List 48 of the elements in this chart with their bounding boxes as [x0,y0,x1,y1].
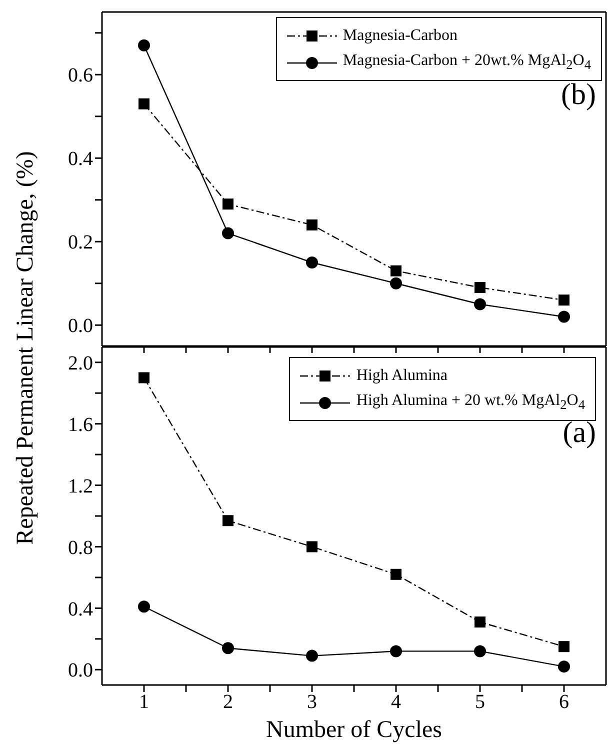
point [306,650,318,662]
point [306,541,318,552]
point [474,282,486,294]
point [138,39,150,52]
x-tick-label: 6 [559,691,569,714]
legend-label: Magnesia-Carbon [342,26,458,44]
legend-label: High Alumina + 20 wt.% MgAl$_{2}$O$_{4}$ [356,392,585,414]
y-tick-label: 0.0 [68,315,93,338]
x-tick-label: 5 [475,691,485,714]
point [390,277,402,290]
legend-label: High Alumina [356,366,448,384]
y-tick-label: 0.0 [68,660,93,682]
y-tick-label: 0.4 [68,598,93,620]
x-tick-label: 2 [223,691,233,714]
point [474,298,486,310]
point [306,256,318,268]
y-tick-label: 0.6 [68,64,93,87]
annotation: (b) [561,78,596,112]
y-tick-label: 0.8 [68,536,93,559]
point [390,568,402,580]
annotation: (a) [562,416,596,450]
point [558,294,570,306]
y-tick-label: 2.0 [68,352,93,374]
y-tick-label: 0.4 [68,148,93,170]
point [222,227,234,240]
x-tick-label: 3 [307,691,317,714]
point [306,219,318,230]
y-axis-title: Repeated Permanent Linear Change, (%) [12,151,40,545]
y-tick-label: 0.2 [68,232,93,254]
point [222,198,234,210]
x-tick-label: 4 [391,691,401,714]
point [138,372,150,384]
point [558,310,570,323]
point [390,645,402,658]
legend-label: Magnesia-Carbon + 20wt.% MgAl$_{2}$O$_{4}$ [342,52,591,74]
point [222,642,234,654]
point [558,660,570,673]
point [390,265,402,276]
point [474,616,486,628]
x-tick-label: 1 [139,691,149,714]
point [222,515,234,526]
point [558,641,570,652]
y-tick-label: 1.6 [68,414,93,436]
point [138,600,150,613]
y-tick-label: 1.2 [68,475,93,498]
x-axis-title: Number of Cycles [266,717,442,743]
point [474,645,486,658]
point [138,98,150,110]
